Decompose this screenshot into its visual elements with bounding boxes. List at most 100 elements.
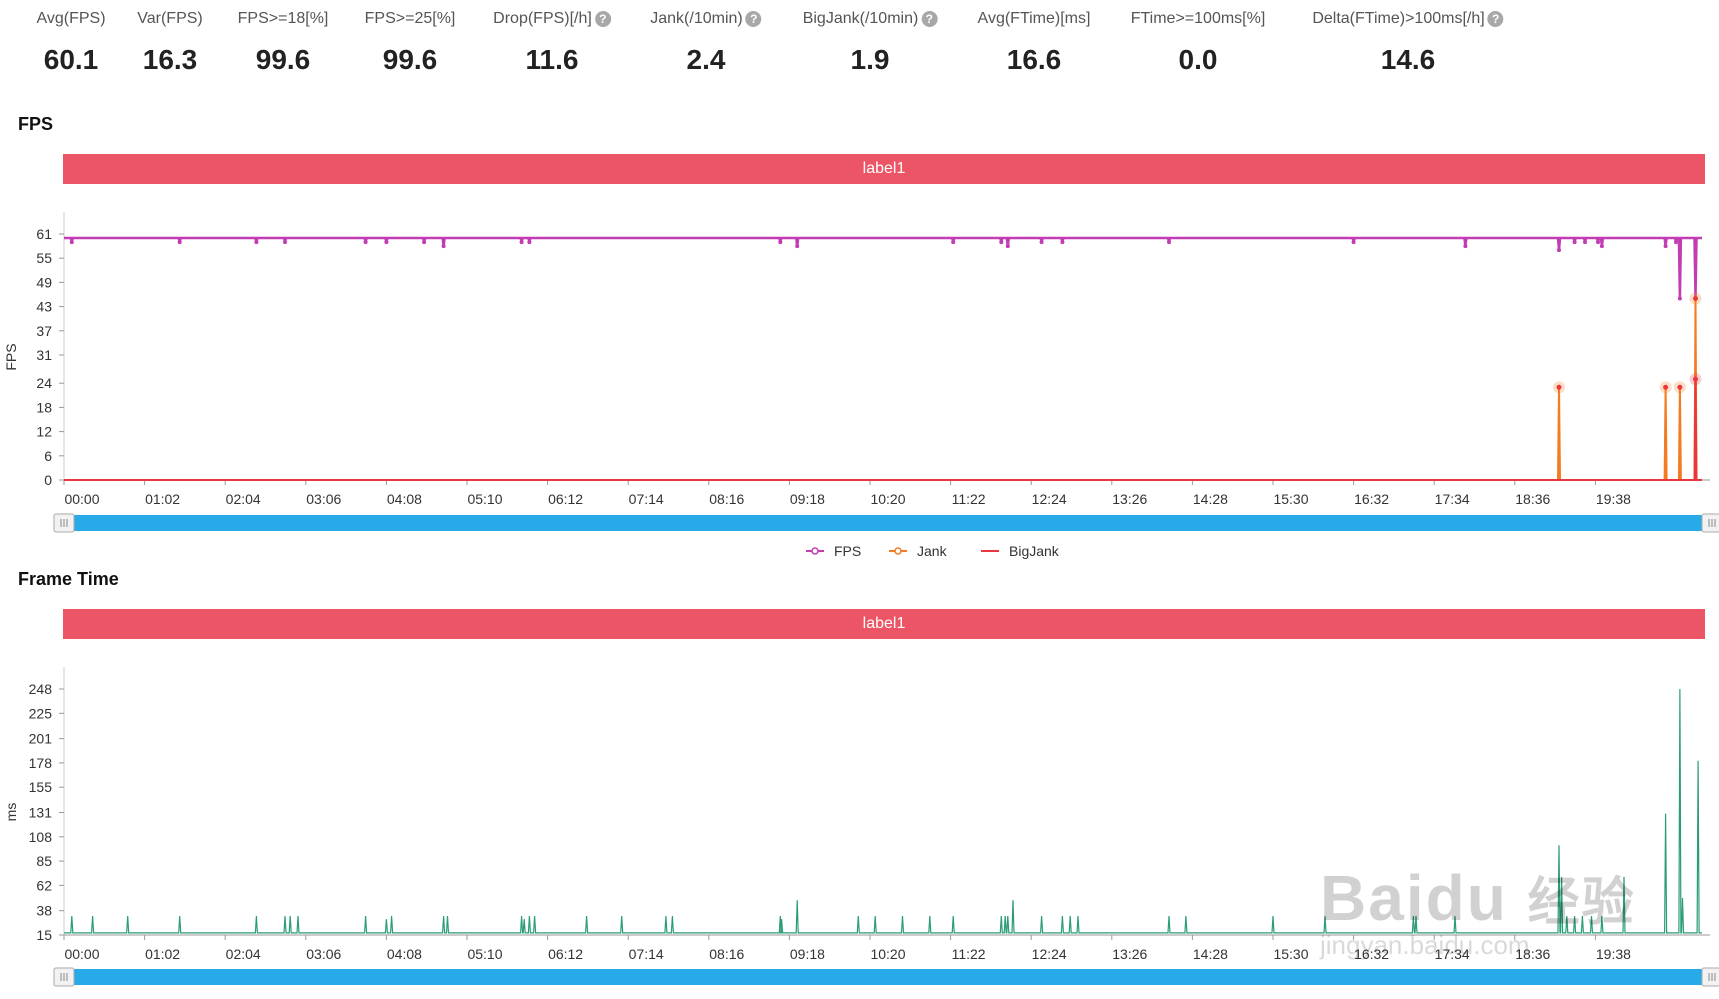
series-line-jank	[64, 298, 1702, 481]
x-tick-label: 05:10	[467, 491, 502, 507]
x-tick-label: 14:28	[1193, 946, 1228, 962]
x-tick-label: 08:16	[709, 946, 744, 962]
legend-marker	[811, 547, 819, 555]
fps-point	[1351, 240, 1356, 245]
stat-label: FPS>=18[%]	[238, 10, 329, 28]
stat-label: BigJank(/10min)?	[803, 10, 938, 28]
x-tick-label: 12:24	[1032, 491, 1067, 507]
x-tick-label: 18:36	[1515, 491, 1550, 507]
fps-point	[1674, 240, 1678, 245]
stat-label: Var(FPS)	[137, 10, 202, 28]
stat-4: Drop(FPS)[/h]? 11.6	[493, 10, 611, 76]
stat-label-text: Var(FPS)	[137, 10, 203, 27]
stat-value: 14.6	[1380, 44, 1436, 75]
fps-section-title: FPS	[18, 114, 54, 134]
stat-value: 16.3	[142, 44, 198, 75]
legend-label-fps[interactable]: FPS	[834, 543, 861, 559]
y-tick-label: 37	[36, 323, 52, 339]
stat-label: Avg(FTime)[ms]	[978, 10, 1091, 28]
stat-value: 99.6	[255, 44, 311, 75]
legend-label-jank[interactable]: Jank	[917, 543, 948, 559]
y-tick-label: 31	[36, 347, 52, 363]
frametime-label-band[interactable]: label1	[63, 609, 1705, 639]
x-tick-label: 00:00	[64, 946, 99, 962]
x-tick-label: 13:26	[1112, 946, 1147, 962]
x-tick-label: 08:16	[709, 491, 744, 507]
stat-7: Avg(FTime)[ms] 16.6	[978, 10, 1091, 76]
stat-value: 16.6	[1006, 44, 1062, 75]
y-tick-label: 108	[29, 829, 53, 845]
frametime-chart: 15 38 62 85 108 131 155 178 201 225 248 ms 00:00 01:0…	[3, 667, 1719, 987]
y-tick-label: 62	[36, 877, 52, 893]
zoom-handle-right[interactable]	[1701, 513, 1719, 533]
fps-point	[384, 240, 389, 245]
x-tick-label: 00:00	[64, 491, 99, 507]
stat-3: FPS>=25[%] 99.6	[365, 10, 456, 76]
zoom-slider-track[interactable]	[64, 515, 1712, 531]
x-tick-label: 11:22	[952, 491, 986, 507]
stat-6: BigJank(/10min)? 1.9	[803, 10, 938, 76]
x-tick-label: 09:18	[790, 491, 825, 507]
y-tick-label: 38	[36, 903, 52, 919]
stat-9: Delta(FTime)>100ms[/h]? 14.6	[1312, 10, 1504, 76]
stat-label: Delta(FTime)>100ms[/h]?	[1312, 10, 1504, 28]
spike-point	[1556, 384, 1562, 390]
x-tick-label: 13:26	[1112, 491, 1147, 507]
help-icon[interactable]: ?	[1487, 11, 1504, 27]
stat-value: 99.6	[382, 44, 438, 75]
stat-label: Jank(/10min)?	[650, 10, 762, 28]
x-tick-label: 02:04	[226, 946, 261, 962]
y-tick-label: 61	[36, 226, 52, 242]
x-tick-label: 03:06	[306, 491, 341, 507]
zoom-handle-right[interactable]	[1701, 967, 1719, 987]
fps-point	[363, 240, 368, 245]
x-tick-label: 11:22	[952, 946, 986, 962]
legend-label-bigjank[interactable]: BigJank	[1009, 543, 1060, 559]
y-tick-label: 85	[36, 853, 52, 869]
stat-label-text: Avg(FTime)[ms]	[977, 10, 1091, 27]
stat-label: Drop(FPS)[/h]?	[493, 10, 611, 28]
fps-point	[1557, 248, 1561, 253]
y-tick-label: 24	[36, 375, 52, 391]
x-tick-label: 18:36	[1515, 946, 1550, 962]
help-icon[interactable]: ?	[921, 11, 938, 27]
x-tick-label: 10:20	[870, 946, 905, 962]
help-icon[interactable]: ?	[745, 11, 762, 27]
stat-5: Jank(/10min)? 2.4	[650, 10, 762, 76]
stat-label-text: FPS>=18[%]	[237, 10, 329, 27]
fps-label-band[interactable]: label1	[63, 154, 1705, 184]
stat-label: FPS>=25[%]	[365, 10, 456, 28]
x-tick-label: 10:20	[870, 491, 905, 507]
fps-point	[1005, 244, 1010, 249]
fps-point	[1463, 244, 1468, 249]
y-tick-label: 15	[36, 927, 52, 943]
fps-point	[951, 240, 956, 245]
y-tick-label: 55	[36, 250, 52, 266]
stat-label-text: FPS>=25[%]	[364, 10, 456, 27]
stat-label: FTime>=100ms[%]	[1131, 10, 1266, 28]
y-tick-label: 18	[36, 399, 52, 415]
fps-point	[177, 240, 182, 245]
stat-label-text: FTime>=100ms[%]	[1130, 10, 1266, 27]
fps-chart: 0 6 12 18 24 31 37 43 49 55 61 FPS 00:00 01:02 02:04 03…	[3, 212, 1719, 559]
y-tick-label: 201	[29, 731, 53, 747]
stat-value: 0.0	[1178, 44, 1218, 75]
fps-point	[69, 240, 74, 245]
x-tick-label: 03:06	[306, 946, 341, 962]
x-tick-label: 01:02	[145, 946, 180, 962]
help-icon[interactable]: ?	[594, 11, 611, 27]
spike-point	[1663, 384, 1669, 390]
fps-point	[1596, 240, 1600, 245]
y-tick-label: 131	[29, 805, 53, 821]
fps-point	[1599, 244, 1604, 249]
zoom-slider-track[interactable]	[64, 969, 1712, 985]
spike-point	[1693, 376, 1698, 382]
x-tick-label: 09:18	[790, 946, 825, 962]
y-tick-label: 0	[44, 472, 52, 488]
spike-point	[1677, 384, 1683, 390]
fps-point	[1167, 240, 1171, 245]
stat-label-text: Drop(FPS)[/h]	[493, 10, 592, 27]
y-tick-label: 12	[36, 424, 52, 440]
x-tick-label: 14:28	[1193, 491, 1228, 507]
series-line-bigjank	[64, 379, 1702, 481]
